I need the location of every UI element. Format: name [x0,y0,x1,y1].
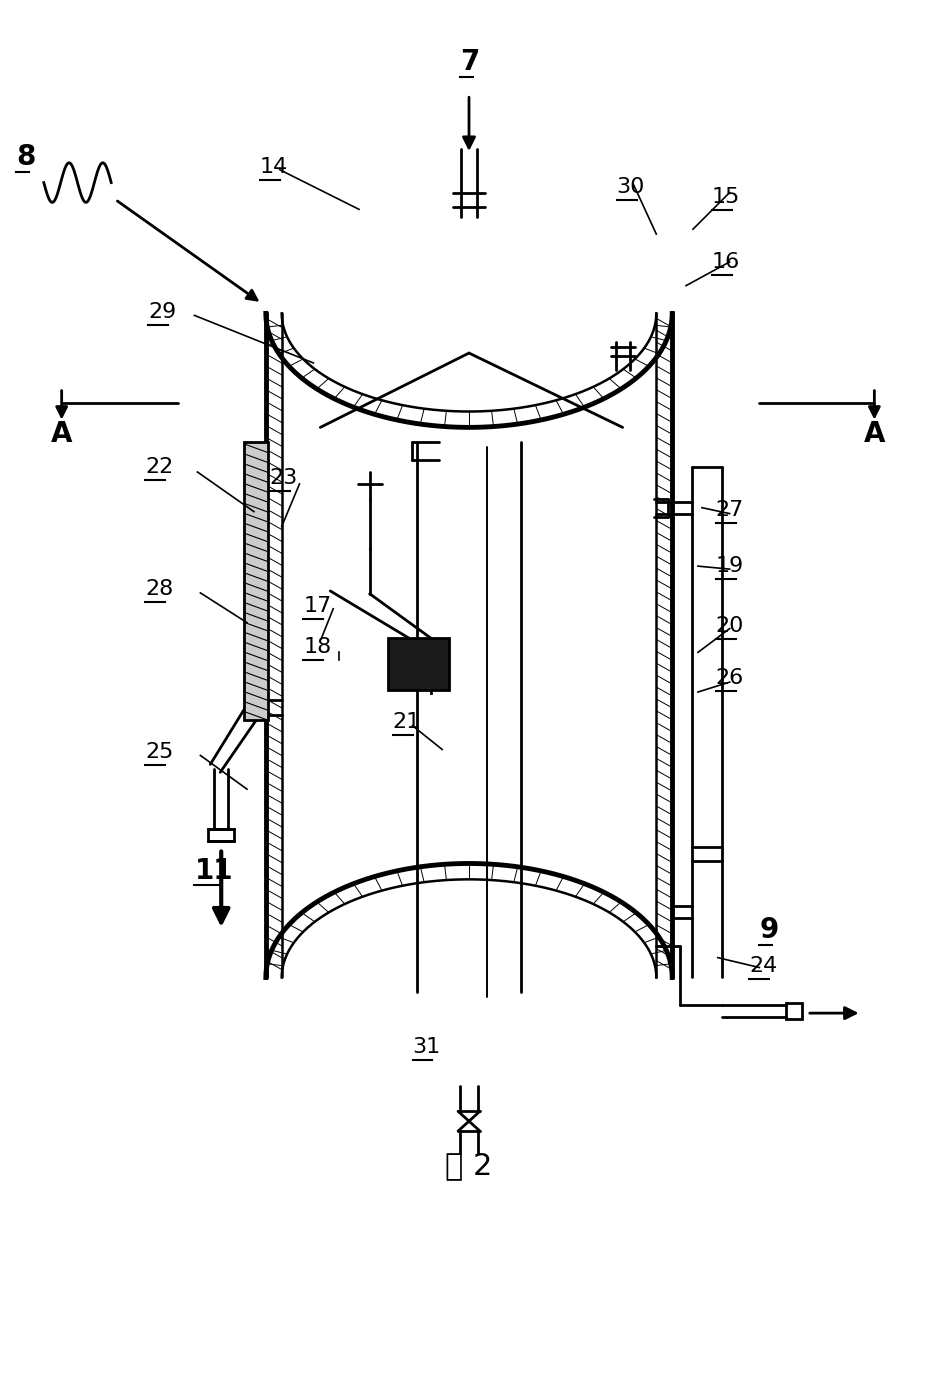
Text: 18: 18 [304,637,332,656]
Text: 22: 22 [144,458,174,477]
Text: 27: 27 [716,499,744,520]
Text: 20: 20 [716,616,744,635]
Text: 15: 15 [712,186,740,207]
Bar [208,829,234,841]
Text: 29: 29 [148,301,176,322]
Text: 25: 25 [144,742,174,761]
Text: 24: 24 [749,956,778,975]
Text: 11: 11 [194,857,233,885]
Text: 9: 9 [760,915,779,945]
Text: 16: 16 [712,252,740,272]
Bar [387,638,449,689]
Text: 图 2: 图 2 [446,1151,492,1180]
Bar [786,1003,802,1019]
Text: A: A [51,420,72,448]
Text: 26: 26 [716,669,744,688]
Text: 8: 8 [16,143,36,171]
Text: 19: 19 [716,556,744,576]
Text: 17: 17 [304,596,332,616]
Text: 14: 14 [260,157,288,176]
Text: 7: 7 [460,47,479,76]
Text: 31: 31 [413,1037,441,1057]
Text: 30: 30 [616,176,645,197]
Text: 21: 21 [393,712,421,732]
Text: A: A [864,420,885,448]
Text: 23: 23 [270,467,298,488]
Bar [244,442,268,720]
Text: 28: 28 [144,578,174,599]
